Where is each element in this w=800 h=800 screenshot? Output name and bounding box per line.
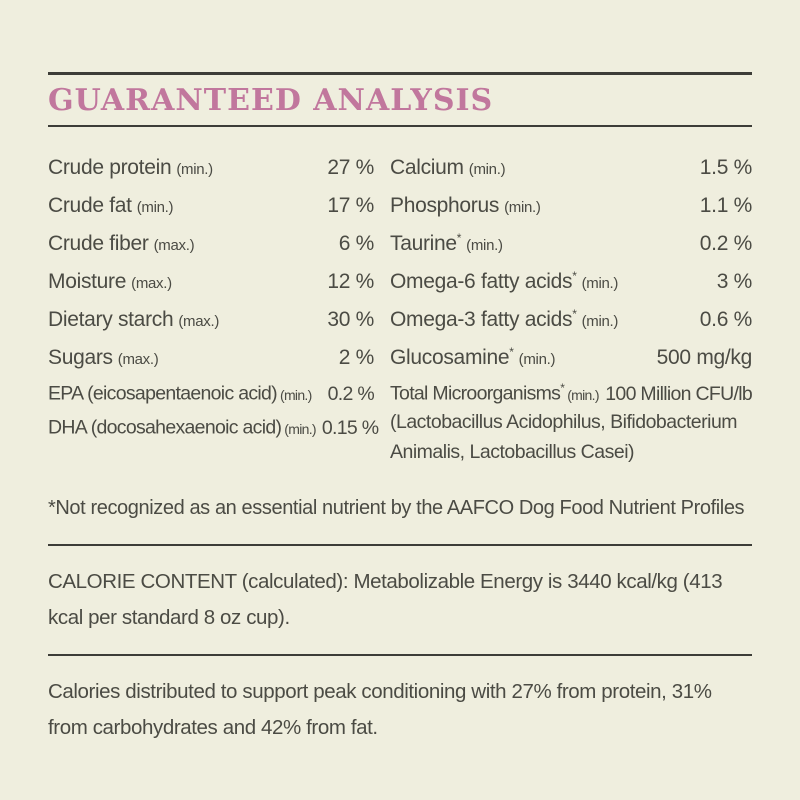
row-crude-protein: Crude protein (min.) 27 % — [48, 143, 374, 181]
nutrient-qualifier: (max.) — [178, 313, 220, 330]
row-phosphorus: Phosphorus (min.) 1.1 % — [390, 181, 752, 219]
nutrient-qualifier: (min.) — [567, 386, 599, 403]
nutrient-name: EPA (eicosapentaenoic acid) (min.) — [48, 382, 312, 405]
nutrient-name: Omega-3 fatty acids* (min.) — [390, 307, 619, 331]
aafco-footnote: *Not recognized as an essential nutrient… — [48, 497, 745, 519]
microorganisms-species-note: (Lactobacillus Acidophilus, Bifidobacter… — [390, 411, 738, 463]
nutrient-qualifier: (max.) — [117, 351, 159, 368]
nutrient-name: Sugars (max.) — [48, 346, 159, 369]
title-divider — [48, 125, 752, 127]
nutrient-qualifier: (min.) — [518, 351, 556, 368]
nutrient-qualifier: (min.) — [176, 161, 213, 178]
nutrient-qualifier: (max.) — [131, 275, 172, 292]
row-total-microorganisms: Total Microorganisms* (min.) 100 Million … — [390, 371, 753, 405]
nutrient-name: Phosphorus (min.) — [390, 194, 541, 217]
analysis-column-left: Crude protein (min.) 27 % Crude fat (min.)… — [48, 143, 379, 467]
nutrient-value: 0.6 % — [699, 308, 753, 331]
analysis-column-right: Calcium (min.) 1.5 % Phosphorus (min.) 1.1… — [390, 143, 753, 467]
nutrient-value: 27 % — [327, 156, 374, 179]
nutrient-qualifier: (min.) — [581, 313, 619, 330]
nutrient-qualifier: (min.) — [466, 237, 503, 254]
footnote-divider — [48, 544, 752, 546]
nutrient-value: 30 % — [327, 308, 374, 331]
nutrient-value: 17 % — [327, 194, 374, 217]
nutrient-value: 0.2 % — [327, 382, 375, 405]
nutrient-name: DHA (docosahexaenoic acid) (min.) — [48, 416, 317, 439]
nutrient-name: Calcium (min.) — [390, 156, 506, 179]
nutrient-name: Crude fat (min.) — [48, 194, 174, 217]
nutrient-value: 2 % — [338, 346, 375, 369]
nutrient-name: Omega-6 fatty acids* (min.) — [390, 269, 619, 293]
nutrient-qualifier: (min.) — [581, 275, 619, 292]
row-dha: DHA (docosahexaenoic acid) (min.) 0.15 % — [48, 405, 379, 439]
guaranteed-analysis-title: GUARANTEED ANALYSIS — [48, 83, 494, 118]
calorie-distribution-text: Calories distributed to support peak con… — [48, 680, 712, 739]
nutrient-value: 6 % — [338, 232, 375, 255]
nutrient-name: Total Microorganisms* (min.) — [390, 381, 599, 405]
nutrient-value: 0.2 % — [699, 232, 753, 255]
row-taurine: Taurine* (min.) 0.2 % — [390, 219, 752, 257]
row-omega6: Omega-6 fatty acids* (min.) 3 % — [390, 257, 752, 295]
nutrient-qualifier: (min.) — [284, 420, 316, 437]
row-glucosamine: Glucosamine* (min.) 500 mg/kg — [390, 333, 752, 371]
nutrient-value: 12 % — [327, 270, 374, 293]
nutrient-qualifier: (min.) — [136, 199, 174, 216]
nutrient-qualifier: (max.) — [153, 237, 195, 254]
row-moisture: Moisture (max.) 12 % — [48, 257, 374, 295]
nutrient-name: Moisture (max.) — [48, 270, 172, 293]
row-dietary-starch: Dietary starch (max.) 30 % — [48, 295, 374, 333]
calorie-divider — [48, 654, 752, 656]
row-crude-fat: Crude fat (min.) 17 % — [48, 181, 374, 219]
row-calcium: Calcium (min.) 1.5 % — [390, 143, 752, 181]
nutrient-name: Dietary starch (max.) — [48, 308, 220, 331]
nutrient-qualifier: (min.) — [279, 386, 312, 403]
nutrient-name: Crude fiber (max.) — [48, 232, 195, 255]
nutrient-value: 0.15 % — [321, 416, 379, 439]
nutrient-qualifier: (min.) — [504, 199, 541, 216]
nutrient-qualifier: (min.) — [468, 161, 506, 178]
row-crude-fiber: Crude fiber (max.) 6 % — [48, 219, 374, 257]
nutrient-value: 3 % — [716, 270, 753, 293]
row-epa: EPA (eicosapentaenoic acid) (min.) 0.2 % — [48, 371, 375, 405]
nutrient-value: 1.5 % — [699, 156, 753, 179]
guaranteed-analysis-table: Crude protein (min.) 27 % Crude fat (min.)… — [48, 143, 753, 467]
top-divider — [48, 72, 752, 75]
nutrient-name: Glucosamine* (min.) — [390, 345, 556, 369]
row-omega3: Omega-3 fatty acids* (min.) 0.6 % — [390, 295, 752, 333]
nutrient-value: 500 mg/kg — [656, 346, 753, 369]
row-sugars: Sugars (max.) 2 % — [48, 333, 374, 371]
calorie-content-text: CALORIE CONTENT (calculated): Metaboliza… — [48, 570, 723, 629]
nutrient-name: Taurine* (min.) — [390, 231, 503, 255]
nutrient-value: 1.1 % — [699, 194, 753, 217]
nutrient-value: 100 Million CFU/lb — [605, 382, 752, 405]
nutrient-name: Crude protein (min.) — [48, 156, 213, 179]
